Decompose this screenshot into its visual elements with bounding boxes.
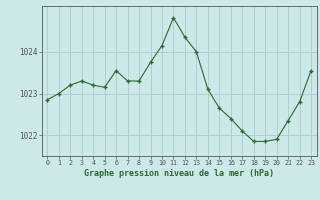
X-axis label: Graphe pression niveau de la mer (hPa): Graphe pression niveau de la mer (hPa) [84, 169, 274, 178]
